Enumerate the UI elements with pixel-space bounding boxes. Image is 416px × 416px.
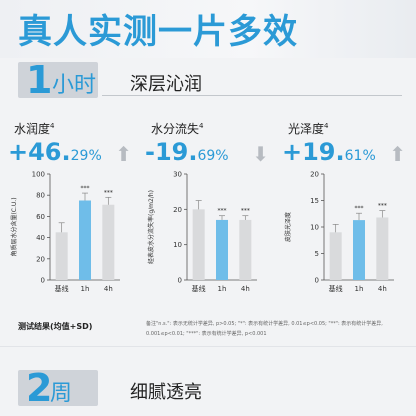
section-1-underline [102,95,402,96]
page-title: 真人实测一片多效 [18,12,298,52]
bar-1h [79,200,91,280]
water-loss-chart: 经表皮水分流失率(g/m2/h) 0 10 20 30 基线 *** 1h *** 4h [147,171,257,293]
x-tick-label: 1h [218,285,227,293]
y-tick-label: 0 [315,277,319,285]
section-2-unit: 周 [50,381,73,406]
significance-label: *** [218,208,227,215]
y-tick-label: 20 [36,255,45,263]
y-tick-label: 100 [32,171,45,179]
x-tick-label: 基线 [55,284,69,293]
bar-基线 [329,232,342,280]
y-tick-label: 60 [36,213,45,221]
metric-value: -19.69% ⬇ [145,138,269,166]
significance-label: *** [104,189,113,196]
metric-value: +19.61% ⬆ [282,138,406,166]
x-tick-label: 基线 [192,284,206,293]
metric-label: 水润度4 [14,122,55,136]
section-divider [0,346,416,347]
section-1-subtitle: 深层沁润 [130,74,202,95]
metric-card-water-loss: 水分流失4 -19.69% ⬇ 经表皮水分流失率(g/m2/h) 0 10 20 30 基… [145,116,271,308]
y-tick-label: 5 [315,250,319,258]
down-arrow-icon: ⬇ [252,142,269,166]
bar-基线 [192,209,205,280]
bar-1h [353,220,365,280]
significance-note: 备注"n.s.": 表示无统计学差异, p>0.05; "*": 表示有统计学差… [146,321,383,337]
bar-4h [376,217,389,280]
section-2-header: 2 周 细腻透亮 [18,366,416,410]
up-arrow-icon: ⬆ [389,142,406,166]
section-1-badge: 1 小时 [18,58,98,102]
bar-4h [102,204,115,280]
bar-4h [239,219,252,280]
y-tick-label: 30 [173,171,182,179]
metric-label: 光泽度4 [288,122,329,136]
x-tick-label: 1h [355,285,364,293]
bar-1h [216,219,228,280]
gloss-chart: 皮肤光泽度 0 5 10 15 20 基线 *** 1h *** 4h [284,171,394,293]
x-tick-label: 1h [81,285,90,293]
significance-label: *** [241,208,250,215]
y-axis-label: 角质层水分含量(C.U.) [10,197,18,256]
x-tick-label: 4h [378,285,387,293]
y-tick-label: 15 [310,197,319,205]
section-2-number: 2 [26,366,53,410]
significance-label: *** [355,205,364,212]
up-arrow-icon: ⬆ [115,142,132,166]
y-tick-label: 10 [310,224,319,232]
y-tick-label: 20 [310,171,319,179]
y-tick-label: 20 [173,206,182,214]
x-tick-label: 4h [241,285,250,293]
section-1-unit: 小时 [52,73,97,98]
y-tick-label: 0 [41,277,45,285]
section-1-number: 1 [26,58,53,102]
metric-card-gloss: 光泽度4 +19.61% ⬆ 皮肤光泽度 0 5 10 15 20 基线 *** 1h *** 4h [282,116,408,308]
section-1-header: 1 小时 深层沁润 [18,58,416,102]
x-tick-label: 基线 [329,284,343,293]
metric-value: +46.29% ⬆ [8,138,132,166]
y-tick-label: 0 [178,277,182,285]
significance-label: *** [81,185,90,192]
x-tick-label: 4h [104,285,113,293]
section-2-badge: 2 周 [18,366,98,410]
y-axis-label: 皮肤光泽度 [284,212,292,242]
metric-label: 水分流失4 [151,122,204,136]
results-note-title: 测试结果(均值+SD) [18,322,93,331]
section-2-subtitle: 细腻透亮 [130,382,202,403]
y-tick-label: 40 [36,234,45,242]
metric-card-moisture: 水润度4 +46.29% ⬆ 角质层水分含量(C.U.) 0 20 40 60 80 100… [8,116,134,308]
y-tick-label: 80 [36,192,45,200]
y-tick-label: 10 [173,241,182,249]
bar-基线 [55,232,68,280]
y-axis-label: 经表皮水分流失率(g/m2/h) [147,190,155,264]
header-band [0,0,416,58]
moisture-chart: 角质层水分含量(C.U.) 0 20 40 60 80 100 基线 *** 1h *** 4h [10,171,120,293]
significance-label: *** [378,203,387,210]
